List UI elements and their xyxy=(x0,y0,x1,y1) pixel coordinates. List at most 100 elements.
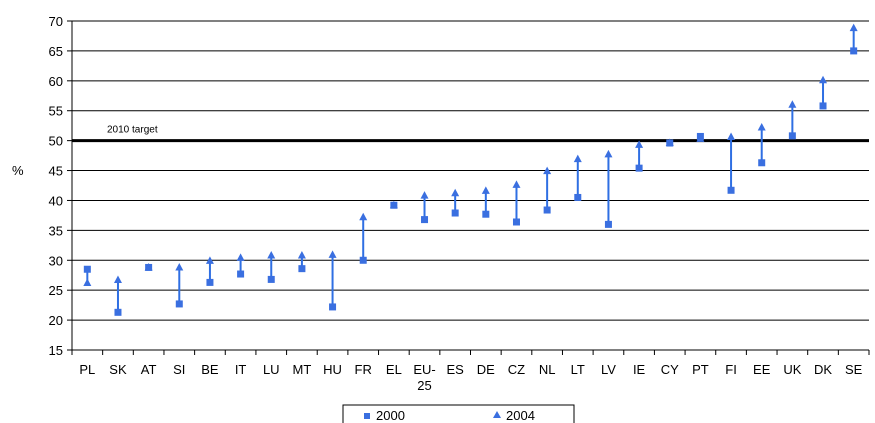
y-tick-label-50: 50 xyxy=(49,134,63,149)
x-tick-label-it: IT xyxy=(235,362,247,377)
marker-2004-el xyxy=(389,200,398,209)
gridlines xyxy=(72,20,869,321)
marker-2000-pl xyxy=(83,265,91,273)
x-tick-label-hu: HU xyxy=(323,362,342,377)
axes: 15 20 25 30 35 40 45 50 55 60 65 70 PL SK AT SI BE IT LU MT… xyxy=(49,14,870,393)
x-tick-label-pt: PT xyxy=(692,362,709,377)
x-tick-label-el: EL xyxy=(386,362,402,377)
marker-2000-dk xyxy=(819,102,827,110)
legend-box xyxy=(342,404,575,423)
y-tick-label-30: 30 xyxy=(49,253,63,268)
x-tick-label-lv: LV xyxy=(601,362,616,377)
marker-2000-si xyxy=(175,300,183,308)
marker-2004-cz xyxy=(512,180,521,188)
marker-2004-dk xyxy=(819,75,828,84)
marker-2004-it xyxy=(236,253,245,261)
x-tick-label-fr: FR xyxy=(355,362,372,377)
x-tick-label-pl: PL xyxy=(79,362,95,377)
x-tick-label-uk: UK xyxy=(783,362,801,377)
y-tick-label-65: 65 xyxy=(49,44,63,59)
marker-2004-uk xyxy=(788,100,797,108)
marker-2000-sk xyxy=(114,308,122,316)
legend-marker-2000 xyxy=(364,413,370,419)
x-tick-label-be: BE xyxy=(201,362,219,377)
y-tick-label-60: 60 xyxy=(49,74,63,89)
y-tick-label-55: 55 xyxy=(49,104,63,119)
marker-2000-nl xyxy=(543,206,551,214)
x-tick-label-cy: CY xyxy=(661,362,679,377)
x-tick-label-es: ES xyxy=(447,362,465,377)
marker-2004-de xyxy=(481,186,490,194)
x-tick-label-lt: LT xyxy=(571,362,585,377)
marker-2000-es xyxy=(451,209,459,217)
x-tick-label-ie: IE xyxy=(633,362,646,377)
marker-2000-eu25 xyxy=(421,216,429,224)
x-tick-label-mt: MT xyxy=(293,362,312,377)
y-tick-label-35: 35 xyxy=(49,223,63,238)
marker-2004-at xyxy=(144,262,153,271)
x-tick-label-se: SE xyxy=(845,362,863,377)
marker-2000-lu xyxy=(267,275,275,283)
y-tick-label-20: 20 xyxy=(49,313,63,328)
x-tick-label-dk: DK xyxy=(814,362,832,377)
legend-label-2004: 2004 xyxy=(506,408,535,423)
y-axis-label: % xyxy=(12,163,24,178)
legend-marker-2004 xyxy=(493,411,501,418)
marker-2004-fi xyxy=(727,132,736,141)
marker-2004-se xyxy=(849,23,858,32)
x-tick-label-ee: EE xyxy=(753,362,771,377)
marker-2004-nl xyxy=(543,166,552,175)
marker-2004-mt xyxy=(297,250,306,259)
marker-2004-si xyxy=(175,262,184,271)
markers xyxy=(83,23,858,316)
marker-2000-uk xyxy=(788,132,796,140)
x-tick-label-eu25: EU-25 xyxy=(413,362,435,393)
marker-2004-lv xyxy=(604,149,613,158)
marker-2004-eu25 xyxy=(420,191,429,199)
x-tick-label-si: SI xyxy=(173,362,185,377)
marker-2004-lt xyxy=(573,154,582,163)
x-tick-label-at: AT xyxy=(141,362,157,377)
marker-2004-ee xyxy=(757,122,766,131)
marker-2004-sk xyxy=(113,275,122,284)
marker-2004-cy xyxy=(665,138,674,147)
x-tick-label-sk: SK xyxy=(109,362,127,377)
marker-2000-cz xyxy=(512,218,520,226)
marker-2004-be xyxy=(205,256,214,264)
marker-2000-de xyxy=(482,210,490,218)
marker-2004-hu xyxy=(328,250,337,258)
target-line-group: 2010 target xyxy=(72,125,869,143)
x-tick-label-fi: FI xyxy=(725,362,737,377)
marker-2000-ie xyxy=(635,164,643,172)
marker-2004-lu xyxy=(267,250,276,259)
stems xyxy=(86,28,855,313)
x-tick-label-cz: CZ xyxy=(508,362,525,377)
marker-2000-fi xyxy=(727,186,735,194)
target-label: 2010 target xyxy=(107,125,158,136)
legend: 2000 2004 xyxy=(342,404,575,423)
y-tick-label-25: 25 xyxy=(49,283,63,298)
x-tick-label-lu: LU xyxy=(263,362,280,377)
x-tick-label-nl: NL xyxy=(539,362,556,377)
marker-2000-se xyxy=(850,47,858,55)
marker-2004-es xyxy=(451,188,460,197)
marker-2004-fr xyxy=(359,212,368,221)
marker-2004-pl xyxy=(83,278,92,287)
marker-2000-fr xyxy=(359,256,367,264)
marker-2004-pt xyxy=(696,134,705,142)
marker-2000-lt xyxy=(574,193,582,201)
y-tick-label-15: 15 xyxy=(49,343,63,358)
x-tick-label-de: DE xyxy=(477,362,495,377)
marker-2000-hu xyxy=(329,303,337,311)
marker-2000-be xyxy=(206,278,214,286)
y-tick-label-45: 45 xyxy=(49,164,63,179)
marker-2004-ie xyxy=(635,140,644,148)
legend-label-2000: 2000 xyxy=(376,408,405,423)
y-tick-label-70: 70 xyxy=(49,14,63,29)
marker-2000-lv xyxy=(604,220,612,228)
marker-2000-it xyxy=(237,270,245,278)
y-tick-label-40: 40 xyxy=(49,193,63,208)
marker-2000-ee xyxy=(758,159,766,167)
marker-2000-mt xyxy=(298,265,306,273)
